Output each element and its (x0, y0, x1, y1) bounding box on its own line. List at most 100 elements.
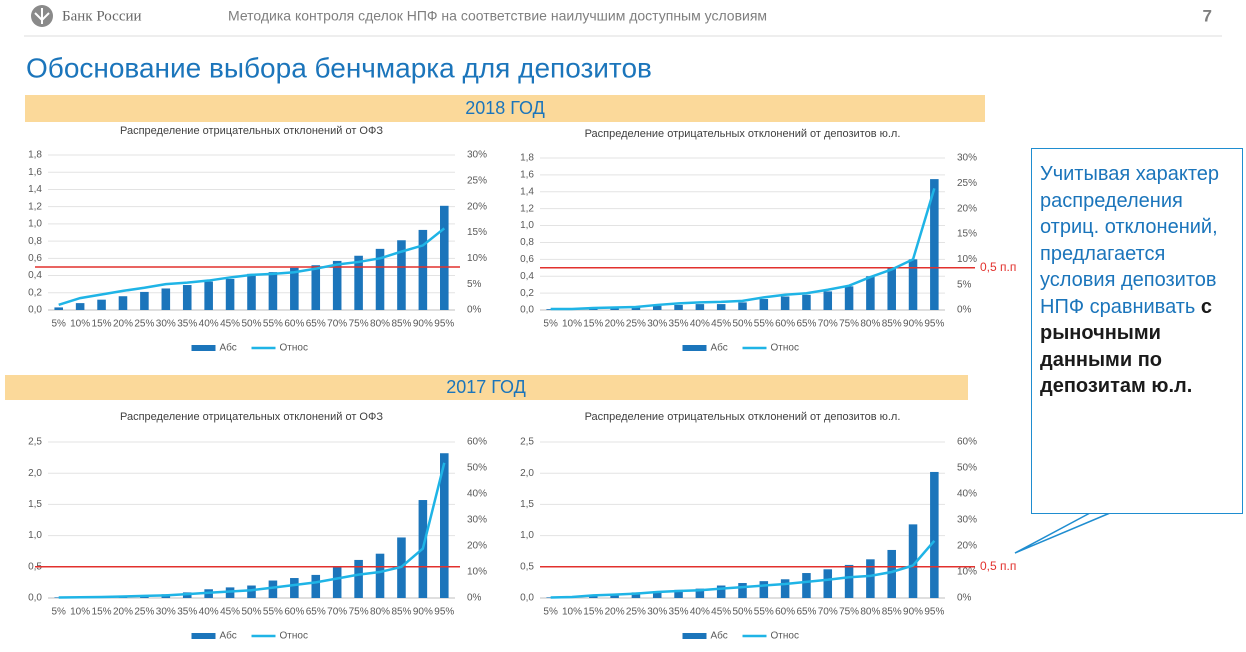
x-tick-label: 30% (647, 319, 667, 330)
bar (695, 304, 705, 310)
bar (802, 294, 811, 310)
slide-title: Обоснование выбора бенчмарка для депозит… (26, 52, 652, 83)
x-tick-label: 30% (156, 607, 176, 618)
x-tick-label: 20% (113, 319, 133, 330)
reference-label: 0,5 п.п (980, 260, 1016, 274)
y-tick-label: 2,0 (520, 468, 534, 479)
x-tick-label: 85% (391, 319, 411, 330)
chart-title: Распределение отрицательных отклонений о… (585, 128, 901, 140)
y-tick-label: 1,2 (520, 203, 534, 214)
x-tick-label: 5% (51, 607, 66, 618)
y-tick-label: 1,5 (28, 499, 42, 510)
x-tick-label: 5% (51, 319, 66, 330)
x-tick-label: 60% (775, 607, 795, 618)
y-tick-label: 1,0 (28, 530, 42, 541)
y2-tick-label: 15% (467, 227, 487, 238)
y-tick-label: 0,0 (28, 593, 42, 604)
bar (674, 589, 683, 598)
y2-tick-label: 10% (467, 567, 487, 578)
bar (225, 279, 235, 310)
y-tick-label: 2,5 (28, 437, 42, 448)
bar (268, 272, 278, 310)
y-tick-label: 1,6 (520, 170, 534, 181)
x-tick-label: 15% (583, 607, 603, 618)
x-tick-label: 95% (924, 607, 944, 618)
logo-mark (34, 8, 50, 24)
bar (759, 299, 769, 310)
y-tick-label: 1,4 (28, 184, 42, 195)
x-tick-label: 55% (754, 319, 774, 330)
x-tick-label: 85% (882, 319, 902, 330)
y2-tick-label: 60% (467, 437, 487, 448)
bar (738, 302, 747, 310)
x-tick-label: 25% (626, 607, 646, 618)
x-tick-label: 40% (199, 607, 219, 618)
y2-tick-label: 10% (467, 253, 487, 264)
x-tick-label: 60% (284, 319, 304, 330)
y-tick-label: 0,2 (520, 288, 534, 299)
legend-label: Абс (711, 630, 728, 642)
y2-tick-label: 40% (467, 489, 487, 500)
callout-text: Учитывая характер распределения отриц. о… (1040, 163, 1220, 318)
y2-tick-label: 25% (957, 178, 977, 189)
x-tick-label: 85% (882, 607, 902, 618)
x-tick-label: 20% (605, 607, 625, 618)
y2-tick-label: 0% (957, 593, 972, 604)
x-tick-label: 90% (903, 607, 923, 618)
x-tick-label: 90% (413, 607, 433, 618)
x-tick-label: 80% (370, 319, 390, 330)
bar (440, 205, 449, 310)
x-tick-label: 50% (732, 319, 752, 330)
y-tick-label: 1,4 (520, 186, 534, 197)
bar (652, 591, 662, 598)
bar (887, 549, 896, 598)
y-tick-label: 1,2 (28, 201, 42, 212)
bar (546, 309, 555, 310)
legend-label: Абс (220, 630, 237, 642)
x-tick-label: 75% (839, 607, 859, 618)
x-tick-label: 55% (263, 319, 283, 330)
bar (610, 307, 619, 310)
x-tick-label: 70% (327, 319, 347, 330)
x-tick-label: 70% (327, 607, 347, 618)
bar (204, 281, 213, 310)
bar (311, 574, 321, 598)
y2-tick-label: 50% (957, 463, 977, 474)
y-tick-label: 0,6 (520, 254, 534, 265)
x-tick-label: 45% (220, 607, 240, 618)
x-tick-label: 35% (669, 607, 689, 618)
y-tick-label: 0,0 (520, 305, 534, 316)
x-tick-label: 15% (92, 319, 112, 330)
x-tick-label: 35% (177, 607, 197, 618)
bar (311, 265, 321, 310)
x-tick-label: 50% (732, 607, 752, 618)
bar (140, 291, 149, 310)
x-tick-label: 15% (583, 319, 603, 330)
x-tick-label: 95% (434, 607, 454, 618)
bar (54, 307, 63, 310)
bar (866, 559, 875, 598)
bar (546, 597, 555, 598)
x-tick-label: 45% (220, 319, 240, 330)
bar (738, 583, 747, 598)
bar (332, 260, 342, 310)
x-tick-label: 30% (647, 607, 667, 618)
x-tick-label: 40% (690, 319, 710, 330)
bar (440, 453, 449, 598)
bar (268, 580, 278, 598)
bar (930, 471, 939, 598)
y-tick-label: 0,8 (520, 237, 534, 248)
x-tick-label: 65% (796, 607, 816, 618)
y-tick-label: 1,8 (520, 153, 534, 164)
y2-tick-label: 40% (957, 489, 977, 500)
x-tick-label: 45% (711, 319, 731, 330)
bar (332, 567, 342, 598)
y2-tick-label: 20% (957, 541, 977, 552)
y-tick-label: 2,5 (520, 437, 534, 448)
bar (674, 304, 683, 310)
chart-title: Распределение отрицательных отклонений о… (120, 125, 383, 137)
bar (695, 588, 705, 598)
line (550, 188, 936, 311)
legend-label: Абс (711, 342, 728, 354)
